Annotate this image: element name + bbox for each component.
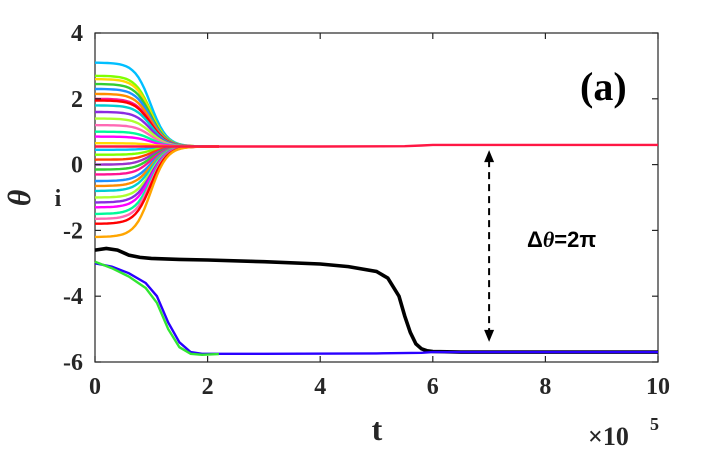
y-axis-label: θ i [1,186,62,212]
x-exponent-power: 5 [650,414,659,434]
x-tick-label: 2 [202,374,214,400]
series-lines [94,61,658,357]
delta-symbol: θ [543,227,555,252]
x-axis-label: t [372,411,383,447]
x-exponent-base: ×10 [588,422,629,451]
x-tick-label: 6 [427,374,439,400]
axis-ticks [94,32,659,363]
y-axis-subscript: i [55,186,62,212]
theta-series-line [94,246,658,354]
delta-annotation: Δθ=2π [484,150,596,342]
x-tick-label: 10 [646,374,670,400]
x-tick-label: 4 [314,374,326,400]
y-tick-labels: -6 -4 -2 0 2 4 [63,21,83,376]
x-tick-label: 8 [539,374,551,400]
theta-series-line [94,260,219,357]
theta-series-line [95,143,658,148]
x-tick-label: 0 [89,374,101,400]
plot-frame [94,32,659,363]
y-axis-theta: θ [1,189,37,206]
x-tick-labels: 0 2 4 6 8 10 [89,374,670,400]
x-exponent: ×10 5 [588,414,659,451]
y-tick-label: -6 [63,350,83,376]
delta-arrowhead-bottom [484,329,495,342]
delta-prefix: Δ [527,227,543,252]
theta-series-line [94,262,658,355]
panel-label: (a) [580,64,627,109]
delta-value: =2π [554,227,596,252]
y-tick-label: 0 [71,153,83,179]
y-tick-label: -4 [63,284,83,310]
y-tick-label: 2 [71,87,83,113]
y-tick-label: -2 [63,218,83,244]
y-tick-label: 4 [71,21,83,47]
delta-arrowhead-top [484,150,495,163]
delta-annotation-text: Δθ=2π [527,227,596,252]
